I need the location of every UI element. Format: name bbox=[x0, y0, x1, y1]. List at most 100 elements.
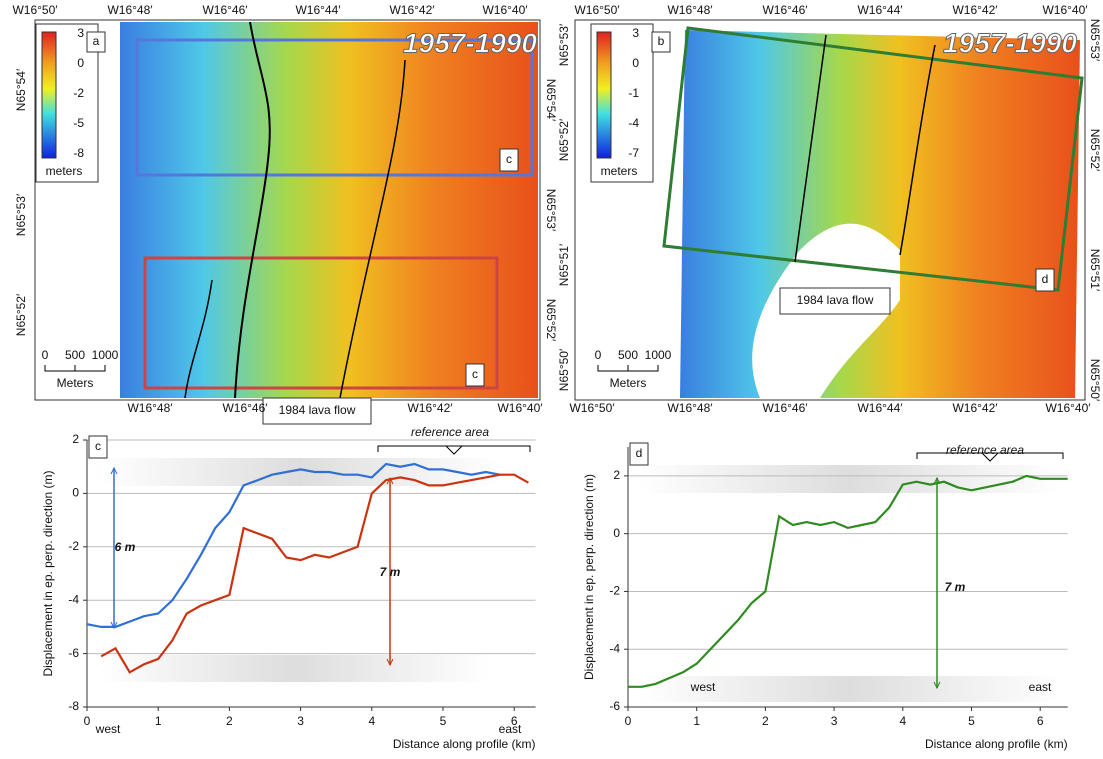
panel-letter-box bbox=[86, 31, 106, 53]
colorbar-unit: meters bbox=[601, 164, 638, 178]
annotation: 6 m bbox=[115, 540, 136, 554]
scale-unit: Meters bbox=[610, 376, 647, 390]
colorbar-tick: -1 bbox=[628, 86, 639, 100]
map-raster bbox=[120, 22, 538, 398]
y-tick-label: 2 bbox=[613, 468, 620, 482]
coord-label: N65°53′ bbox=[14, 193, 28, 236]
panel-letter-box bbox=[651, 31, 671, 53]
scale-label: 500 bbox=[618, 348, 638, 362]
annotation: west bbox=[690, 680, 716, 694]
annotation: 1984 lava flow bbox=[797, 293, 874, 307]
annotation: west bbox=[95, 722, 121, 736]
bracket bbox=[916, 452, 1064, 462]
coord-label: W16°44′ bbox=[857, 401, 903, 415]
coord-label: W16°42′ bbox=[952, 3, 998, 17]
coord-label: W16°48′ bbox=[107, 3, 153, 17]
coord-label: N65°51′ bbox=[1088, 249, 1102, 292]
axis bbox=[86, 440, 536, 708]
panel-letter: c bbox=[95, 439, 101, 453]
box-letter-bg bbox=[1035, 268, 1055, 292]
y-tick-label: 0 bbox=[72, 486, 79, 500]
period-label: 1957-1990 bbox=[403, 27, 537, 58]
coord-label: W16°40′ bbox=[1045, 401, 1091, 415]
panel-letter: b bbox=[658, 34, 665, 48]
coord-label: W16°50′ bbox=[574, 3, 620, 17]
x-tick-label: 3 bbox=[297, 714, 304, 728]
x-tick-label: 2 bbox=[226, 714, 233, 728]
x-tick-label: 2 bbox=[762, 714, 769, 728]
x-tick-label: 6 bbox=[1037, 714, 1044, 728]
coord-label: W16°48′ bbox=[667, 401, 713, 415]
box-letter-bg bbox=[499, 148, 519, 172]
x-tick-label: 5 bbox=[440, 714, 447, 728]
annotation: 7 m bbox=[380, 565, 401, 579]
scale-label: 0 bbox=[42, 348, 49, 362]
x-tick-label: 5 bbox=[968, 714, 975, 728]
arrow-head bbox=[386, 658, 394, 667]
y-axis-label: Displacement in ep. perp. direction (m) bbox=[582, 474, 596, 680]
y-tick-label: -4 bbox=[609, 641, 620, 655]
colorbar-tick: -4 bbox=[628, 116, 639, 130]
data-line bbox=[100, 473, 529, 674]
annotation: reference area bbox=[411, 425, 489, 439]
band bbox=[100, 655, 490, 682]
coord-label: W16°40′ bbox=[1042, 3, 1088, 17]
coord-label: N65°53′ bbox=[544, 189, 558, 232]
y-tick-label: -2 bbox=[609, 584, 620, 598]
profile-box bbox=[662, 26, 1084, 292]
coord-label: N65°50′ bbox=[1088, 359, 1102, 402]
x-tick-label: 4 bbox=[368, 714, 375, 728]
profile-box bbox=[135, 38, 534, 177]
fault bbox=[234, 21, 271, 399]
x-tick-label: 0 bbox=[84, 714, 91, 728]
colorbar-tick: 3 bbox=[77, 26, 84, 40]
coord-label: W16°46′ bbox=[202, 3, 248, 17]
scale-unit: Meters bbox=[57, 376, 94, 390]
colorbar-tick: 0 bbox=[77, 56, 84, 70]
coord-label: N65°54′ bbox=[14, 68, 28, 111]
coord-label: N65°54′ bbox=[544, 79, 558, 122]
y-tick-label: 0 bbox=[613, 526, 620, 540]
scale-label: 1000 bbox=[645, 348, 672, 362]
arrow-head bbox=[933, 681, 941, 690]
y-tick-label: -8 bbox=[68, 699, 79, 713]
fault bbox=[899, 44, 936, 256]
colorbar-tick: -7 bbox=[628, 146, 639, 160]
panel-letter-box bbox=[629, 442, 649, 466]
panel-letter-box bbox=[88, 435, 108, 459]
fault bbox=[339, 59, 406, 399]
colorbar-unit: meters bbox=[46, 164, 83, 178]
coord-label: W16°46′ bbox=[222, 401, 268, 415]
box-letter: c bbox=[472, 367, 478, 381]
scale-bar bbox=[44, 365, 106, 372]
arrow-head bbox=[110, 466, 118, 475]
coord-label: W16°44′ bbox=[295, 3, 341, 17]
x-tick-label: 3 bbox=[831, 714, 838, 728]
box-letter-bg bbox=[465, 363, 485, 387]
x-tick-label: 0 bbox=[625, 714, 632, 728]
coord-label: N65°53′ bbox=[1088, 19, 1102, 62]
y-tick-label: 2 bbox=[72, 432, 79, 446]
scale-label: 0 bbox=[595, 348, 602, 362]
y-tick-label: -6 bbox=[609, 699, 620, 713]
coord-label: W16°42′ bbox=[407, 401, 453, 415]
fault bbox=[184, 279, 213, 399]
annotation: reference area bbox=[946, 443, 1024, 457]
colorbar bbox=[41, 31, 57, 159]
fault bbox=[794, 34, 827, 263]
coord-label: W16°48′ bbox=[127, 401, 173, 415]
map-raster bbox=[680, 30, 1080, 398]
coord-label: N65°51′ bbox=[557, 243, 571, 286]
annotation: 1984 lava flow bbox=[279, 403, 356, 417]
coord-label: N65°52′ bbox=[557, 118, 571, 161]
coord-label: W16°50′ bbox=[569, 401, 615, 415]
annotation: east bbox=[499, 722, 522, 736]
band bbox=[640, 465, 1060, 493]
box-letter: c bbox=[506, 152, 512, 166]
coord-label: N65°53′ bbox=[557, 23, 571, 66]
coord-label: N65°52′ bbox=[1088, 129, 1102, 172]
profile-box bbox=[143, 256, 499, 390]
coord-label: W16°40′ bbox=[497, 401, 543, 415]
axis bbox=[627, 447, 1068, 708]
coord-label: W16°42′ bbox=[389, 3, 435, 17]
